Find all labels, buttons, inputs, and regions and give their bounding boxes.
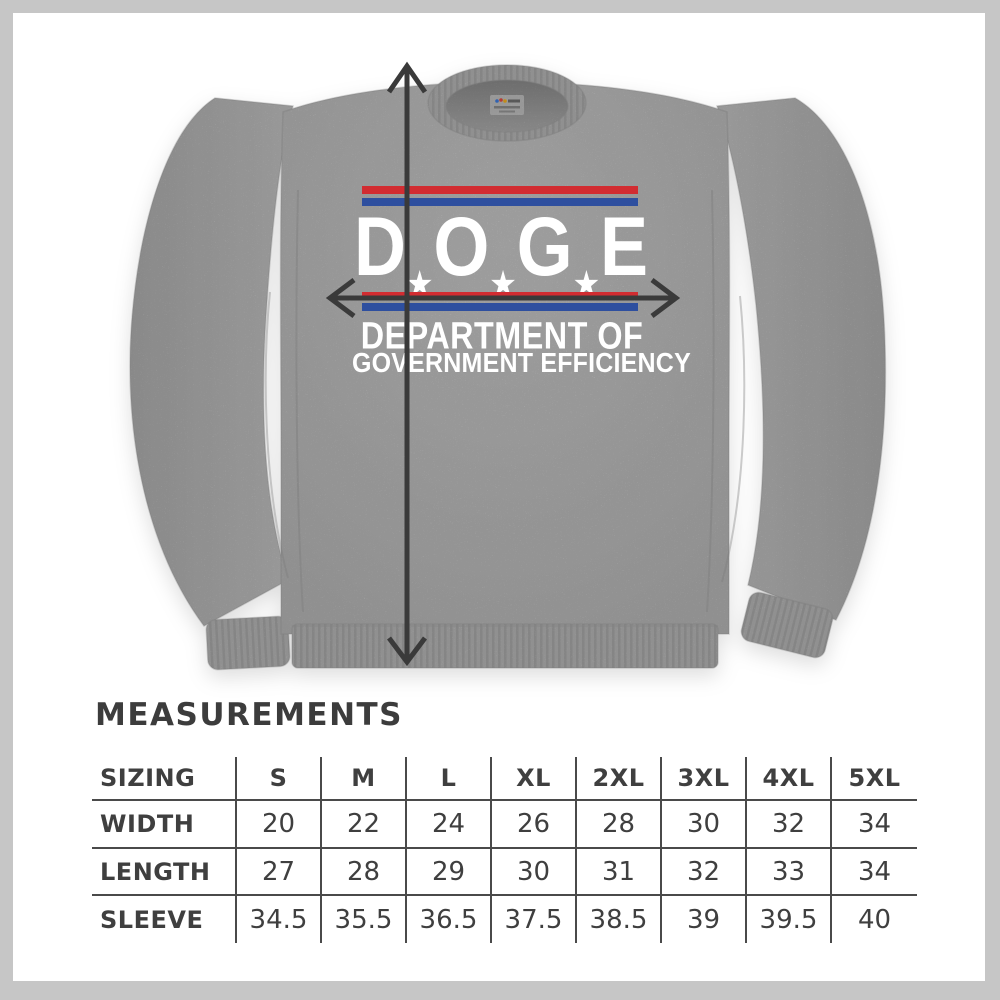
size-value: 32 <box>747 801 832 849</box>
size-value: 34.5 <box>237 896 322 943</box>
doge-letter: D <box>354 200 406 294</box>
stripe-bottom-blue <box>362 303 638 311</box>
doge-wordmark: D ★ O ★ G ★ E <box>354 203 648 305</box>
header-cell: 5XL <box>832 757 917 801</box>
section-title: MEASUREMENTS <box>95 697 404 733</box>
stripe-bottom-red <box>362 292 638 300</box>
size-value: 22 <box>322 801 407 849</box>
size-value: 33 <box>747 849 832 896</box>
size-value: 38.5 <box>577 896 662 943</box>
size-value: 30 <box>492 849 577 896</box>
doge-letter: G <box>516 200 573 294</box>
header-cell-sizing: SIZING <box>92 757 237 801</box>
print-line-government: GOVERNMENT EFFICIENCY <box>352 348 691 379</box>
header-cell: S <box>237 757 322 801</box>
stripe-top-red <box>362 186 638 194</box>
size-value: 35.5 <box>322 896 407 943</box>
stripes-top <box>362 186 638 206</box>
size-value: 40 <box>857 904 892 935</box>
size-value: 36.5 <box>407 896 492 943</box>
header-cell: XL <box>492 757 577 801</box>
doge-letter: E <box>599 200 648 294</box>
header-cell: 2XL <box>577 757 662 801</box>
size-value: 28 <box>322 849 407 896</box>
size-value: 39.5 <box>747 896 832 943</box>
size-value: 37.5 <box>492 896 577 943</box>
size-table: SIZING S M L XL 2XL 3XL 4XL 5XL WIDTH 20… <box>92 757 917 943</box>
size-value: 24 <box>407 801 492 849</box>
size-value: 34 <box>832 801 917 849</box>
size-value: 39 <box>662 896 747 943</box>
doge-letter: O <box>433 200 490 294</box>
stripes-bottom <box>362 292 638 311</box>
row-label: LENGTH <box>92 849 237 896</box>
size-value: 30 <box>662 801 747 849</box>
size-value: 28 <box>577 801 662 849</box>
size-value: 29 <box>407 849 492 896</box>
size-value: 34 <box>832 849 917 896</box>
header-cell: M <box>322 757 407 801</box>
header-cell: 4XL <box>747 757 832 801</box>
header-cell: L <box>407 757 492 801</box>
size-value: 20 <box>237 801 322 849</box>
size-value: 32 <box>662 849 747 896</box>
row-label: SLEEVE <box>92 896 237 943</box>
size-value: 27 <box>237 849 322 896</box>
size-value: 31 <box>577 849 662 896</box>
size-value: 26 <box>492 801 577 849</box>
row-label: WIDTH <box>92 801 237 849</box>
stripe-top-blue <box>362 198 638 206</box>
header-cell: 3XL <box>662 757 747 801</box>
